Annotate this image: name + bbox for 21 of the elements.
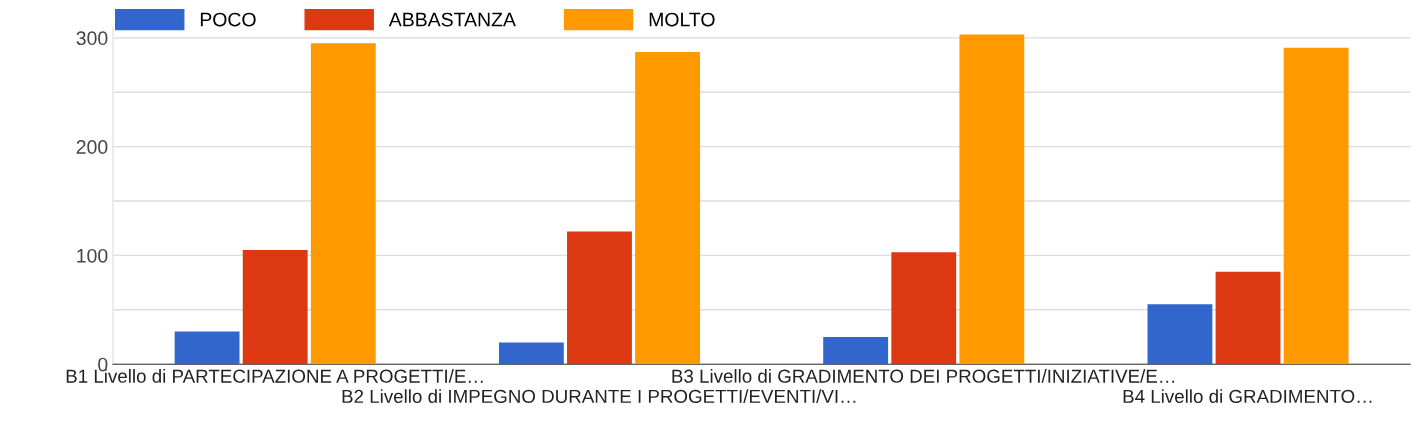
bar [1283, 47, 1349, 365]
bar [959, 34, 1025, 365]
bar [635, 52, 700, 365]
legend-label: ABBASTANZA [388, 12, 516, 27]
bar [310, 43, 376, 365]
bar [1147, 304, 1213, 365]
bar [242, 249, 308, 365]
x-tick-label: B4 Livello di GRADIMENTO… [1123, 389, 1372, 404]
bar [891, 252, 957, 365]
x-tick-label: B2 Livello di IMPEGNO DURANTE I PROGETTI/EVENTI/VI… [342, 389, 856, 404]
bar [174, 331, 240, 365]
bar [1215, 271, 1281, 365]
y-tick-label: 200 [76, 140, 108, 154]
legend-label: POCO [200, 12, 256, 27]
x-tick-label: B3 Livello di GRADIMENTO DEI PROGETTI/INIZIATIVE/E… [672, 369, 1175, 383]
y-tick-label: 100 [77, 248, 108, 263]
bar [567, 231, 632, 365]
y-tick-label: 300 [76, 31, 108, 46]
bar [823, 336, 889, 365]
legend-label: MOLTO [649, 12, 715, 27]
bar [498, 342, 564, 365]
